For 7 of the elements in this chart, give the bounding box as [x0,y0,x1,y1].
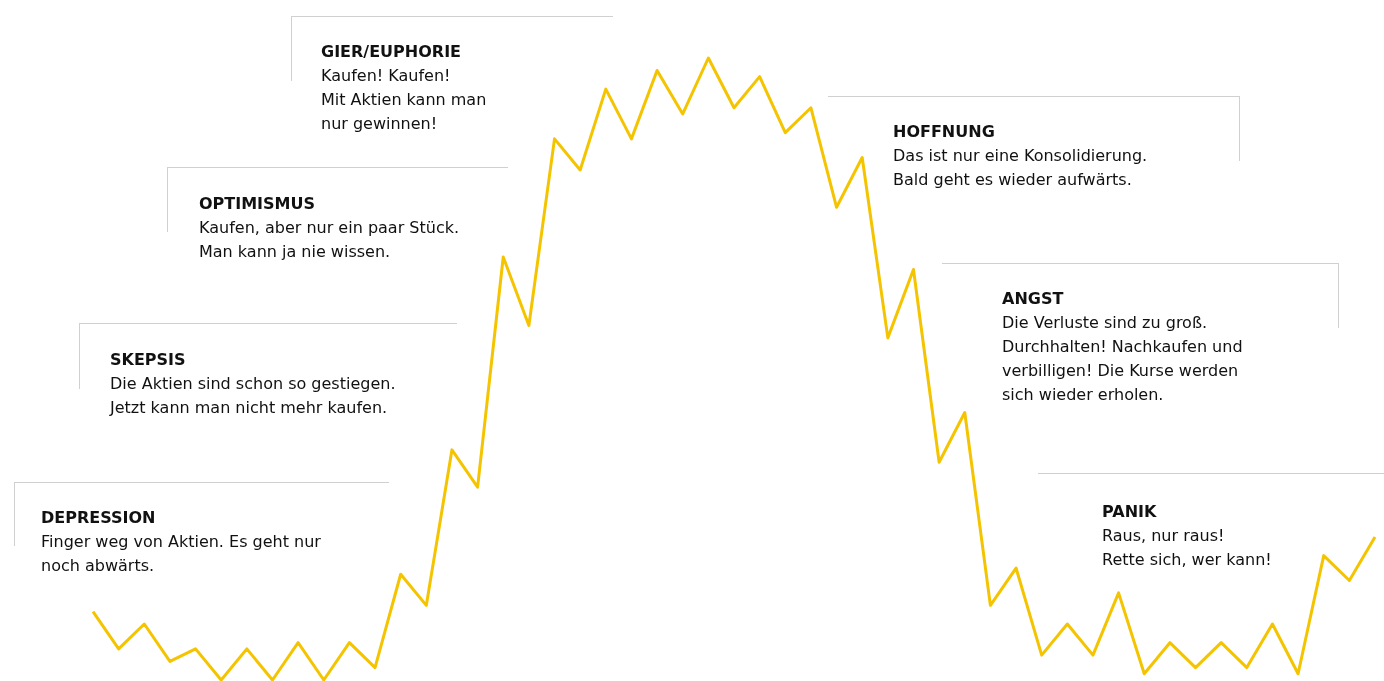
annotation: HOFFNUNG Das ist nur eine Konsolidierung. Bald geht es wieder aufwärts. [893,122,1148,189]
annotation: SKEPSIS Die Aktien sind schon so gestiegen. Jetzt kann man nicht mehr kaufen. [110,350,396,417]
annotation: GIER/EUPHORIE Kaufen! Kaufen! Mit Aktien kann man nur gewinnen! [321,42,487,133]
annotation: PANIK Raus, nur raus! Rette sich, wer kann! [1102,502,1272,569]
annotation: ANGST Die Verluste sind zu groß. Durchhalten! Nachkaufen und verbilligen! Die Kurse werden sich wieder erholen. [1002,289,1243,404]
annotation: DEPRESSION Finger weg von Aktien. Es geht nur noch abwärts. [41,508,321,575]
annotation: OPTIMISMUS Kaufen, aber nur ein paar Stück. Man kann ja nie wissen. [199,194,460,261]
